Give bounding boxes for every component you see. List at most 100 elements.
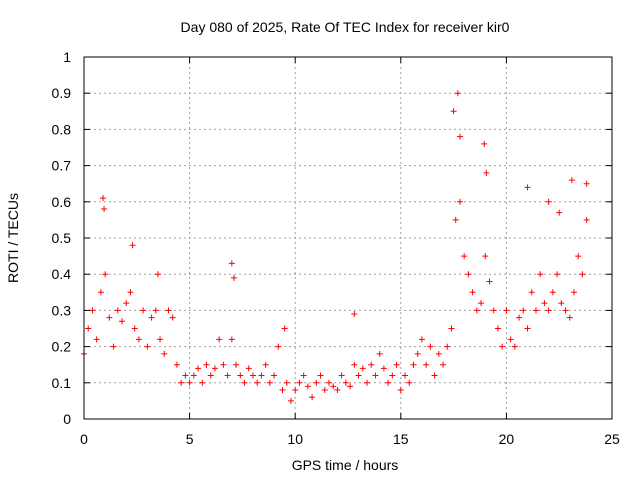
data-point xyxy=(568,177,575,184)
y-tick-label: 0.4 xyxy=(52,266,72,282)
data-point xyxy=(216,336,223,343)
data-point xyxy=(296,379,303,386)
y-tick-labels: 0 0.1 0.2 0.3 0.4 0.5 0.6 0.7 0.8 0.9 1 xyxy=(52,49,72,427)
data-point xyxy=(355,372,362,379)
data-point xyxy=(579,271,586,278)
data-point xyxy=(490,307,497,314)
data-point xyxy=(583,180,590,187)
x-tick-label: 10 xyxy=(287,431,303,447)
data-point xyxy=(511,343,518,350)
data-point xyxy=(483,169,490,176)
y-tick-label: 0.9 xyxy=(52,85,72,101)
data-point xyxy=(131,325,138,332)
data-point xyxy=(541,300,548,307)
axis-ticks xyxy=(83,56,613,420)
x-tick-label: 15 xyxy=(393,431,409,447)
data-point xyxy=(258,372,265,379)
data-point xyxy=(161,350,168,357)
data-point xyxy=(556,209,563,216)
data-point xyxy=(456,198,463,205)
data-point xyxy=(114,307,121,314)
data-point xyxy=(123,300,130,307)
data-point xyxy=(454,90,461,97)
data-point xyxy=(224,372,231,379)
x-tick-labels: 0 5 10 15 20 25 xyxy=(80,431,620,447)
data-point xyxy=(440,361,447,368)
data-point xyxy=(444,343,451,350)
data-point xyxy=(249,372,256,379)
data-point xyxy=(342,379,349,386)
data-point xyxy=(321,387,328,394)
data-point xyxy=(237,372,244,379)
data-point xyxy=(279,387,286,394)
data-point xyxy=(368,361,375,368)
data-point xyxy=(558,300,565,307)
data-point xyxy=(173,361,180,368)
data-point xyxy=(397,387,404,394)
data-point xyxy=(110,343,117,350)
data-point xyxy=(207,372,214,379)
y-tick-label: 0 xyxy=(63,411,71,427)
data-point xyxy=(230,274,237,281)
data-point xyxy=(423,361,430,368)
chart-title: Day 080 of 2025, Rate Of TEC Index for r… xyxy=(181,19,510,35)
data-point xyxy=(562,307,569,314)
data-point xyxy=(220,361,227,368)
y-tick-label: 0.7 xyxy=(52,158,72,174)
data-point xyxy=(418,336,425,343)
data-point xyxy=(545,198,552,205)
data-point xyxy=(473,307,480,314)
y-axis-label: ROTI / TECUs xyxy=(5,193,21,283)
data-point xyxy=(482,253,489,260)
data-point xyxy=(281,325,288,332)
data-point xyxy=(85,325,92,332)
data-point xyxy=(148,314,155,321)
x-axis-label: GPS time / hours xyxy=(292,457,399,473)
data-point xyxy=(313,379,320,386)
data-point xyxy=(129,242,136,249)
data-point xyxy=(317,372,324,379)
data-point xyxy=(135,336,142,343)
data-point xyxy=(410,361,417,368)
data-point xyxy=(275,343,282,350)
data-point xyxy=(165,307,172,314)
data-point xyxy=(448,325,455,332)
data-point xyxy=(545,307,552,314)
data-point xyxy=(385,379,392,386)
data-point xyxy=(402,372,409,379)
data-point xyxy=(283,379,290,386)
data-point xyxy=(570,289,577,296)
data-point xyxy=(338,372,345,379)
data-point xyxy=(199,379,206,386)
x-tick-label: 0 xyxy=(80,431,88,447)
data-point xyxy=(93,336,100,343)
data-point xyxy=(351,361,358,368)
data-point xyxy=(481,140,488,147)
data-point xyxy=(452,216,459,223)
data-point xyxy=(469,289,476,296)
data-point xyxy=(532,307,539,314)
data-point xyxy=(262,361,269,368)
data-point xyxy=(186,379,193,386)
data-point xyxy=(144,343,151,350)
data-point xyxy=(528,289,535,296)
data-point xyxy=(182,372,189,379)
data-point xyxy=(389,372,396,379)
data-point xyxy=(102,271,109,278)
data-point xyxy=(456,133,463,140)
data-point xyxy=(478,300,485,307)
data-point xyxy=(178,379,185,386)
data-point xyxy=(431,372,438,379)
data-point xyxy=(414,350,421,357)
data-point xyxy=(461,253,468,260)
data-point xyxy=(494,325,501,332)
data-point xyxy=(376,350,383,357)
data-point xyxy=(499,343,506,350)
data-point xyxy=(325,379,332,386)
data-point xyxy=(254,379,261,386)
data-point xyxy=(152,307,159,314)
data-point xyxy=(233,361,240,368)
y-tick-label: 0.5 xyxy=(52,230,72,246)
data-point xyxy=(583,216,590,223)
